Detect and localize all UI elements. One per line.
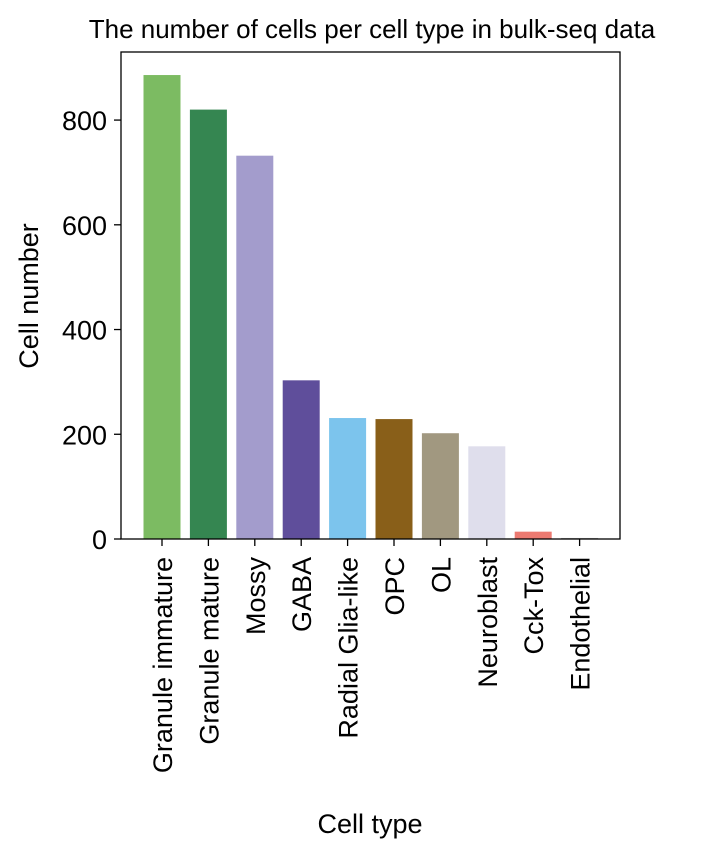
bar-granule-mature xyxy=(189,109,227,540)
x-tick-label: Granule immature xyxy=(148,557,178,773)
bar-gaba xyxy=(282,380,320,539)
chart-title: The number of cells per cell type in bul… xyxy=(89,14,656,44)
bar-mossy xyxy=(236,155,274,539)
x-tick-label: GABA xyxy=(287,557,317,632)
x-tick-label: Cck-Tox xyxy=(519,557,549,655)
y-tick-label: 200 xyxy=(62,420,107,450)
bar-opc xyxy=(375,419,413,539)
y-tick-label: 0 xyxy=(92,525,107,555)
y-axis: 0 200 400 600 800 xyxy=(62,106,121,555)
x-tick-label: Neuroblast xyxy=(473,557,503,688)
x-axis: Granule immature Granule mature Mossy GABA R… xyxy=(148,539,596,773)
x-tick-label: Mossy xyxy=(241,557,271,636)
y-tick-label: 800 xyxy=(62,106,107,136)
x-tick-label: OL xyxy=(426,557,456,593)
y-axis-label: Cell number xyxy=(14,223,44,369)
bars-group xyxy=(143,75,599,540)
bar-radial-glia-like xyxy=(329,418,367,539)
x-tick-label: OPC xyxy=(380,557,410,616)
y-tick-label: 400 xyxy=(62,316,107,346)
bar-ol xyxy=(421,433,459,539)
x-axis-label: Cell type xyxy=(317,809,422,839)
x-tick-label: Endothelial xyxy=(566,557,596,691)
bar-granule-immature xyxy=(143,75,181,539)
x-tick-label: Radial Glia-like xyxy=(334,557,364,739)
x-tick-label: Granule mature xyxy=(194,557,224,745)
bar-neuroblast xyxy=(468,446,506,539)
y-tick-label: 600 xyxy=(62,211,107,241)
bar-cck-tox xyxy=(514,531,552,539)
plot-frame xyxy=(120,51,621,540)
